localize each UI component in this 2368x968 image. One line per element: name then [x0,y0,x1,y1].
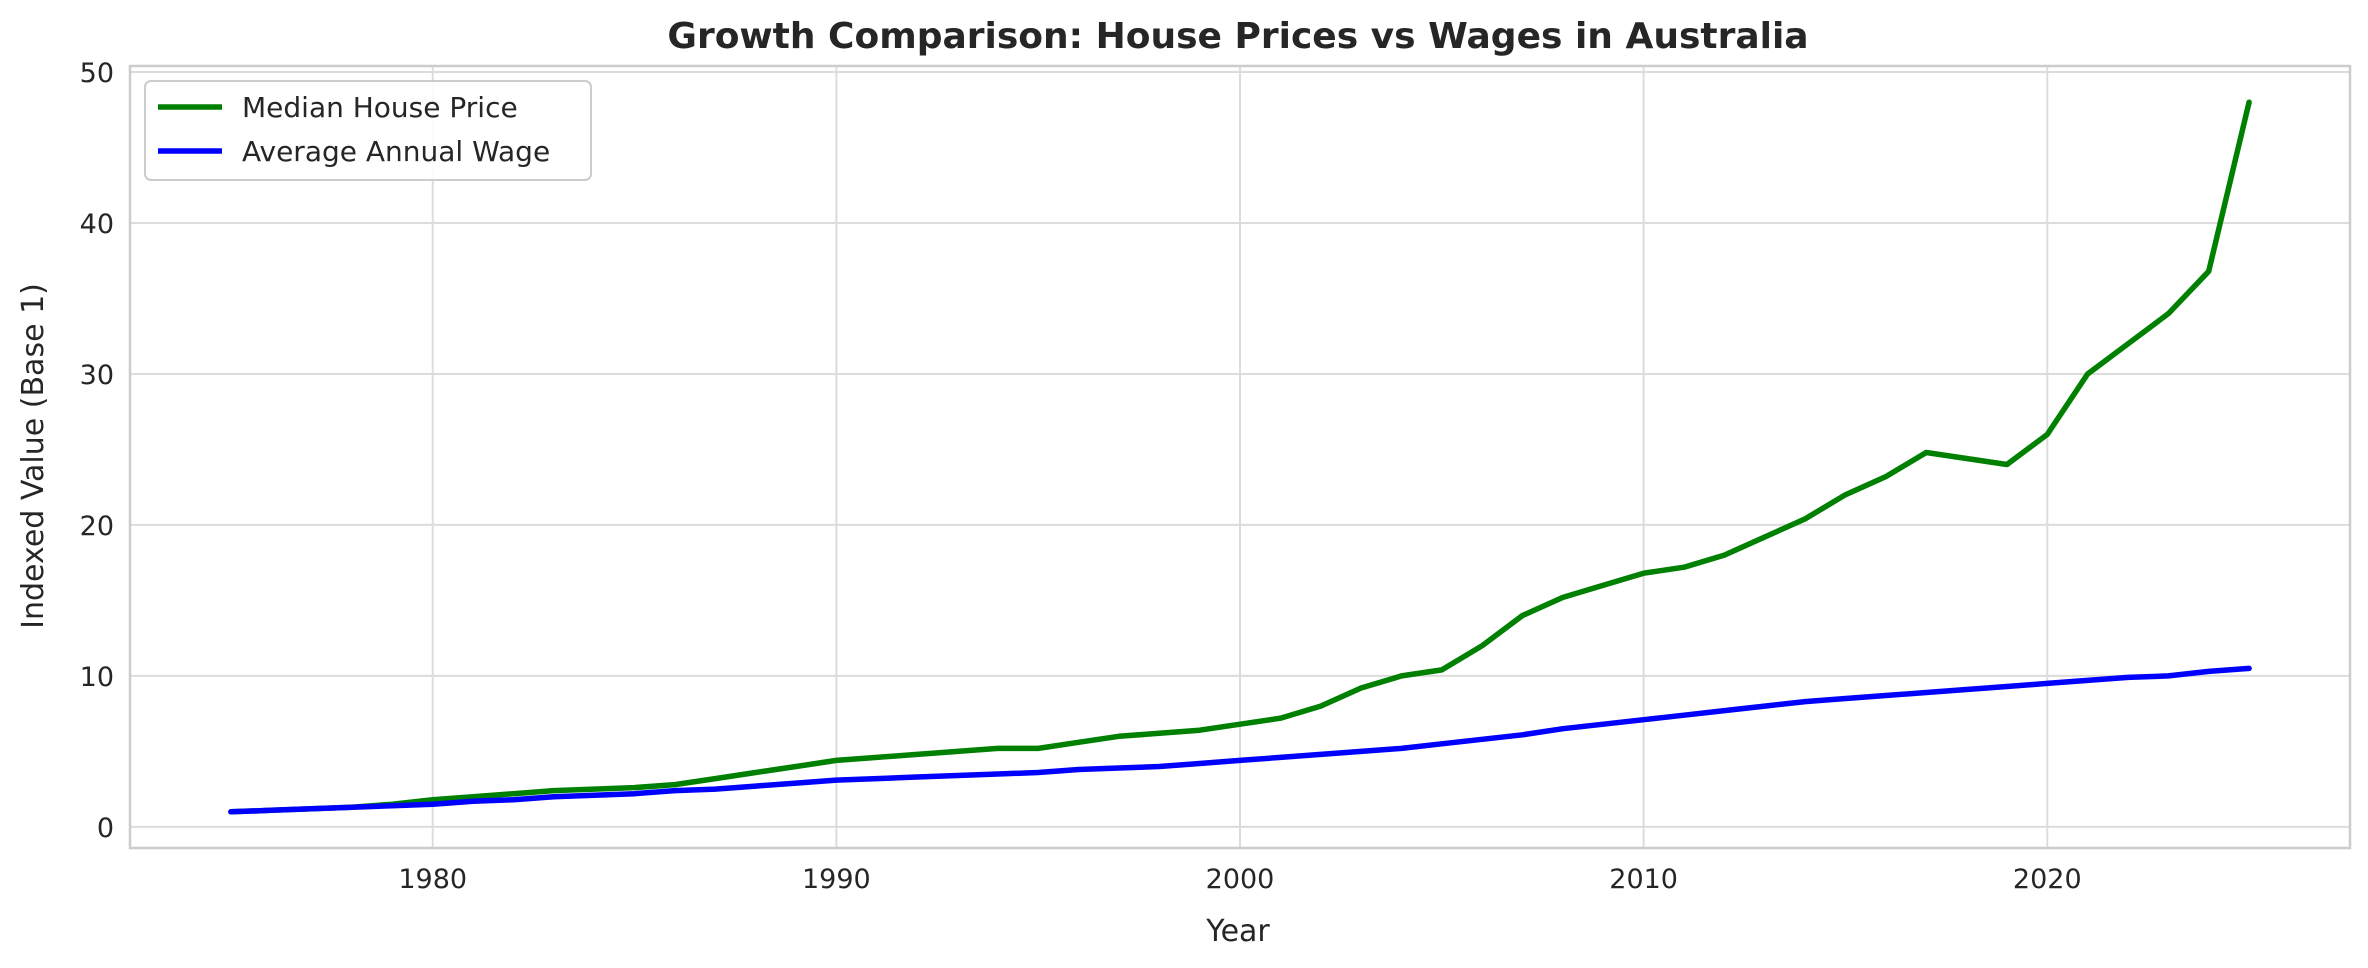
y-tick-label: 50 [80,58,114,89]
x-tick-label: 1990 [802,864,871,895]
chart-title: Growth Comparison: House Prices vs Wages… [667,16,1808,57]
x-tick-label: 2010 [1609,864,1678,895]
y-axis-ticks: 0 10 20 30 40 50 [80,58,114,844]
series-line-average-annual-wage [228,665,2252,815]
y-tick-label: 10 [80,662,114,693]
legend-label: Average Annual Wage [242,135,550,168]
legend-box [144,80,592,181]
legend-label: Median House Price [242,91,518,124]
x-axis-label: Year [1205,914,1270,949]
y-tick-label: 40 [80,209,114,240]
x-tick-label: 2000 [1206,864,1275,895]
y-axis-label: Indexed Value (Base 1) [16,283,51,629]
y-tick-label: 0 [97,813,114,844]
plot-area-frame [128,64,2352,850]
y-tick-label: 20 [80,511,114,542]
x-tick-label: 1980 [398,864,467,895]
x-axis-ticks: 1980 1990 2000 2010 2020 [398,864,2081,895]
series-lines [228,99,2252,815]
x-tick-label: 2020 [2013,864,2082,895]
series-line-median-house-price [228,99,2252,815]
y-tick-label: 30 [80,360,114,391]
gridlines [130,66,2350,848]
legend: Median House Price Average Annual Wage [144,80,592,181]
